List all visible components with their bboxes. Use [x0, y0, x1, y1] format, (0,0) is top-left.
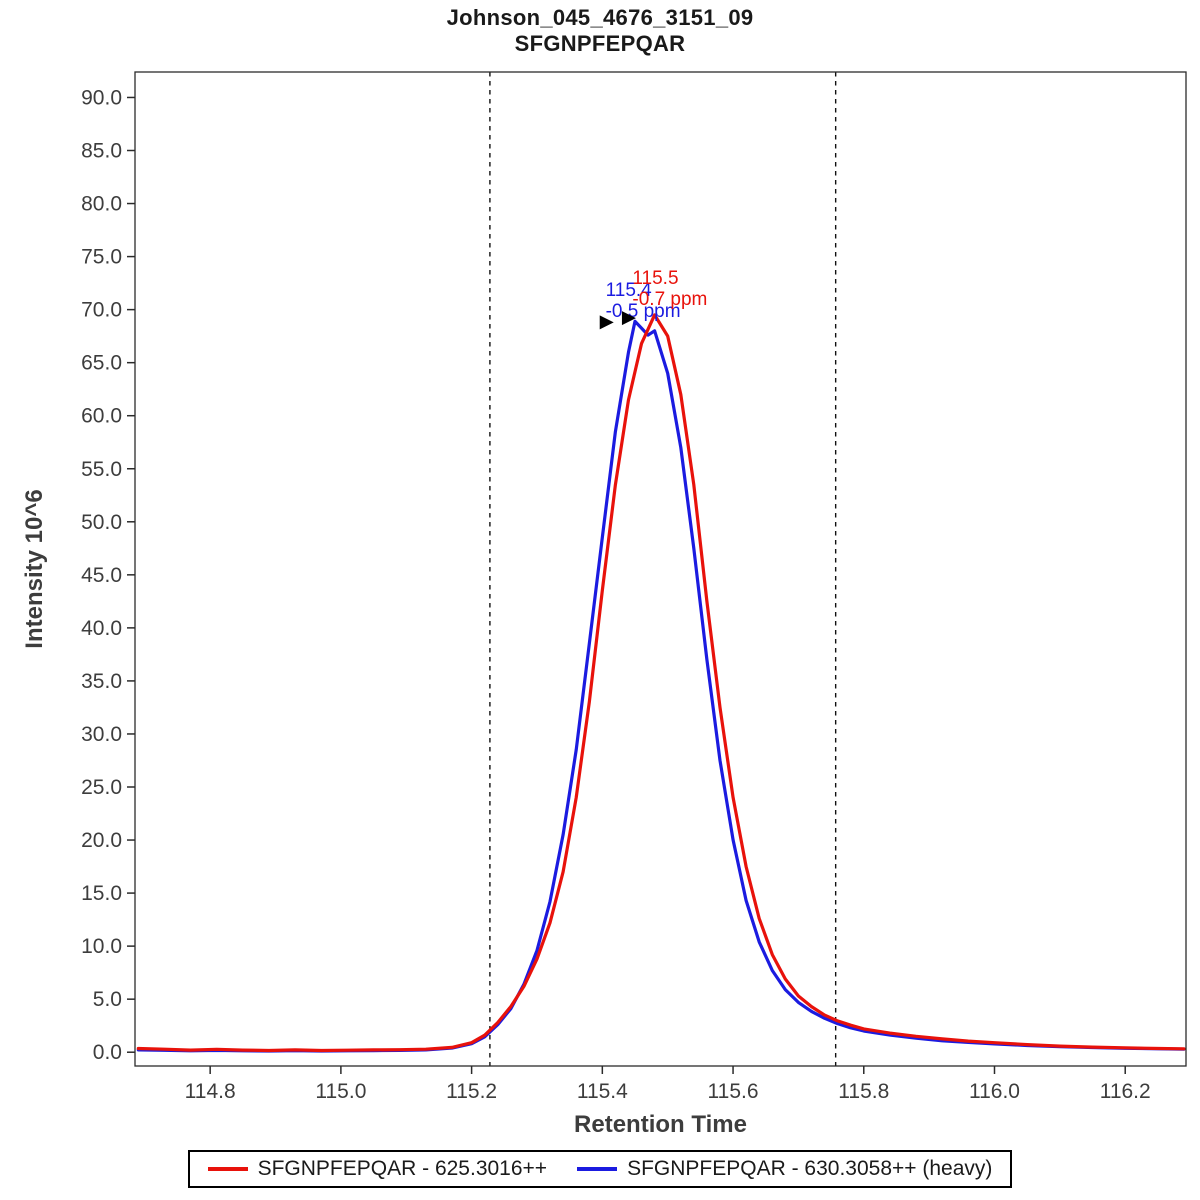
legend-item-light: SFGNPFEPQAR - 625.3016++ — [207, 1157, 548, 1181]
legend-label-heavy: SFGNPFEPQAR - 630.3058++ (heavy) — [627, 1157, 993, 1180]
chromatogram-plot: 114.8 115.0 115.2 115.4 115.6 115.8 116.0 116.2… — [21, 71, 1187, 1138]
x-axis-title: Retention Time — [574, 1111, 747, 1138]
peak-annotation: 115.5 — [632, 268, 678, 289]
y-tick-label: 25.0 — [81, 776, 122, 799]
y-tick-label: 70.0 — [81, 299, 122, 322]
y-tick-label: 75.0 — [81, 246, 122, 269]
legend-box: SFGNPFEPQAR - 625.3016++ SFGNPFEPQAR - 6… — [187, 1150, 1013, 1188]
y-tick-label: 45.0 — [81, 564, 122, 587]
peak-annotation: 115.4 — [606, 280, 653, 301]
legend-item-heavy: SFGNPFEPQAR - 630.3058++ (heavy) — [577, 1157, 992, 1181]
y-tick-label: 65.0 — [81, 352, 122, 375]
chart-header: Johnson_045_4676_3151_09 SFGNPFEPQAR — [0, 5, 1200, 57]
id-arrow-icon — [599, 315, 614, 330]
chart-title: Johnson_045_4676_3151_09 — [446, 5, 754, 30]
y-tick-label: 20.0 — [81, 829, 122, 852]
y-tick-label: 80.0 — [81, 193, 122, 216]
x-tick-label: 115.6 — [708, 1080, 759, 1103]
y-tick-label: 60.0 — [81, 405, 122, 428]
legend: SFGNPFEPQAR - 625.3016++ SFGNPFEPQAR - 6… — [0, 1150, 1200, 1188]
x-tick-label: 115.4 — [577, 1080, 628, 1103]
x-tick-label: 116.0 — [969, 1080, 1020, 1103]
legend-line-blue-icon — [577, 1167, 618, 1171]
x-tick-label: 115.2 — [446, 1080, 497, 1103]
plot-frame — [134, 71, 1187, 1067]
y-tick-label: 55.0 — [81, 458, 122, 481]
peak-annotation: -0.7 ppm — [632, 289, 707, 310]
x-tick-label: 115.8 — [838, 1080, 889, 1103]
y-tick-label: 30.0 — [81, 723, 122, 746]
y-tick-label: 40.0 — [81, 617, 122, 640]
plot-area[interactable] — [135, 72, 1186, 1066]
y-tick-label: 90.0 — [81, 86, 122, 109]
x-tick-label: 114.8 — [185, 1080, 236, 1103]
id-arrow-icon — [621, 311, 636, 326]
y-tick-label: 10.0 — [81, 935, 122, 958]
x-tick-label: 115.0 — [315, 1080, 366, 1103]
y-tick-label: 15.0 — [81, 882, 122, 905]
y-tick-label: 0.0 — [93, 1041, 122, 1064]
y-tick-label: 85.0 — [81, 140, 122, 163]
y-tick-label: 5.0 — [93, 988, 122, 1011]
series-line-light — [136, 313, 1186, 1053]
x-tick-label: 116.2 — [1100, 1080, 1151, 1103]
legend-label-light: SFGNPFEPQAR - 625.3016++ — [257, 1157, 548, 1180]
y-tick-label: 50.0 — [81, 511, 122, 534]
chart-subtitle: SFGNPFEPQAR — [514, 31, 686, 56]
legend-line-red-icon — [207, 1167, 248, 1171]
y-tick-label: 35.0 — [81, 670, 122, 693]
y-axis-title: Intensity 10^6 — [21, 489, 48, 648]
